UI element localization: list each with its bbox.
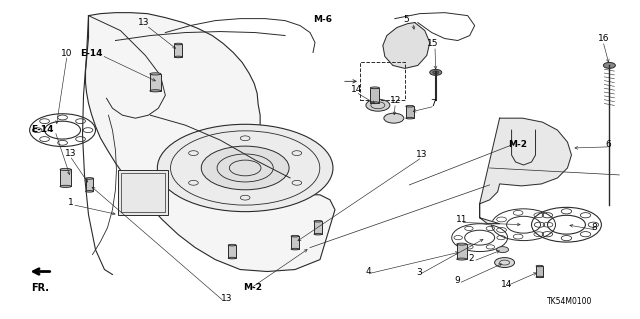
- Text: 6: 6: [605, 140, 611, 149]
- Text: 9: 9: [454, 276, 460, 285]
- Ellipse shape: [60, 185, 71, 188]
- Ellipse shape: [406, 106, 414, 107]
- Ellipse shape: [291, 248, 299, 250]
- Circle shape: [201, 146, 289, 190]
- Bar: [291, 236, 299, 249]
- Text: FR.: FR.: [31, 284, 50, 293]
- Bar: [371, 88, 380, 103]
- Bar: [86, 178, 93, 191]
- Text: 3: 3: [416, 268, 422, 277]
- Ellipse shape: [86, 178, 93, 179]
- Text: TK54M0100: TK54M0100: [547, 297, 592, 306]
- Ellipse shape: [174, 43, 182, 45]
- Text: 16: 16: [598, 34, 609, 43]
- Bar: [360, 63, 405, 100]
- Text: M-2: M-2: [508, 140, 527, 149]
- Bar: [457, 244, 467, 259]
- Text: 4: 4: [366, 267, 372, 276]
- Bar: [228, 245, 236, 258]
- Ellipse shape: [228, 244, 236, 246]
- Ellipse shape: [60, 168, 71, 171]
- Text: 11: 11: [456, 215, 468, 224]
- Bar: [60, 169, 71, 186]
- Text: 13: 13: [416, 150, 428, 159]
- Text: E-14: E-14: [81, 48, 103, 58]
- Text: 13: 13: [65, 149, 76, 158]
- Bar: [406, 106, 414, 118]
- Ellipse shape: [371, 87, 380, 89]
- Circle shape: [384, 113, 404, 123]
- Ellipse shape: [314, 234, 322, 235]
- Ellipse shape: [150, 90, 161, 92]
- Text: 10: 10: [61, 48, 73, 58]
- Ellipse shape: [228, 257, 236, 259]
- Circle shape: [604, 63, 615, 68]
- Text: 8: 8: [591, 223, 597, 232]
- Polygon shape: [86, 13, 335, 271]
- Ellipse shape: [371, 102, 380, 104]
- Bar: [122, 173, 165, 212]
- Ellipse shape: [536, 276, 543, 278]
- Bar: [314, 221, 322, 234]
- Circle shape: [495, 257, 515, 268]
- Text: M-2: M-2: [243, 283, 262, 292]
- Text: 12: 12: [390, 96, 402, 105]
- Text: M-6: M-6: [314, 15, 333, 24]
- Polygon shape: [383, 23, 430, 68]
- Polygon shape: [479, 118, 572, 224]
- Text: 13: 13: [138, 19, 150, 27]
- Text: 2: 2: [468, 254, 474, 263]
- Text: 14: 14: [500, 279, 512, 288]
- Bar: [536, 266, 543, 277]
- Circle shape: [366, 99, 390, 111]
- Text: E-14: E-14: [31, 125, 53, 134]
- Circle shape: [497, 247, 509, 253]
- Text: 15: 15: [428, 39, 439, 48]
- Text: 7: 7: [430, 100, 436, 108]
- Text: 1: 1: [68, 198, 74, 207]
- Ellipse shape: [174, 56, 182, 58]
- Ellipse shape: [314, 220, 322, 222]
- Ellipse shape: [536, 265, 543, 267]
- Ellipse shape: [291, 235, 299, 237]
- Ellipse shape: [150, 73, 161, 75]
- Bar: [174, 44, 182, 57]
- Text: 5: 5: [403, 15, 409, 24]
- Circle shape: [157, 124, 333, 211]
- Circle shape: [433, 71, 439, 74]
- Text: 14: 14: [351, 85, 362, 94]
- Bar: [150, 74, 161, 91]
- Text: 13: 13: [221, 294, 232, 303]
- Ellipse shape: [457, 243, 467, 245]
- Circle shape: [430, 70, 442, 75]
- Ellipse shape: [406, 117, 414, 119]
- Ellipse shape: [457, 258, 467, 260]
- Ellipse shape: [86, 190, 93, 192]
- Bar: [118, 170, 168, 215]
